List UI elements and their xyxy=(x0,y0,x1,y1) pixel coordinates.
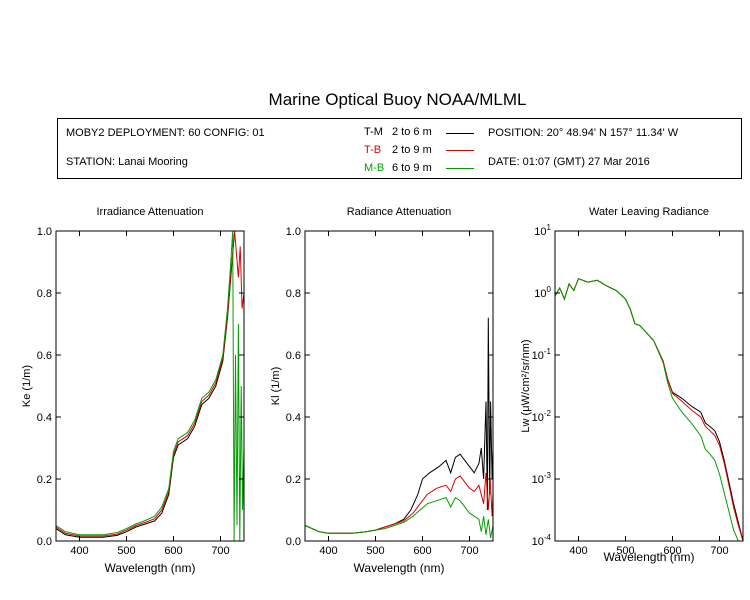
irradiance-plot-frame xyxy=(55,230,245,542)
irradiance-y-axis-label: Ke (1/m) xyxy=(21,365,33,407)
lw-x-axis-label: Wavelength (nm) xyxy=(604,550,695,564)
irradiance-x-tick-label: 700 xyxy=(211,545,229,557)
lw-plot-frame xyxy=(554,230,744,542)
radiance-x-axis-label: Wavelength (nm) xyxy=(354,561,445,575)
lw-x-tick-label: 600 xyxy=(663,545,681,557)
legend-line-mb xyxy=(446,168,474,169)
radiance-y-tick-label: 0.8 xyxy=(286,288,301,300)
irradiance-y-tick-label: 0.0 xyxy=(37,536,52,548)
station-label: STATION: Lanai Mooring xyxy=(66,156,188,168)
lw-x-tick-label: 700 xyxy=(710,545,728,557)
lw-y-tick-label: 10-2 xyxy=(532,409,552,424)
legend-code-mb: M-B xyxy=(364,162,385,174)
lw-x-tick-label: 500 xyxy=(616,545,634,557)
radiance-y-tick-label: 0.2 xyxy=(286,474,301,486)
irradiance-y-tick-label: 0.6 xyxy=(37,350,52,362)
legend-range-tb: 2 to 9 m xyxy=(392,144,432,156)
radiance-y-tick-label: 0.6 xyxy=(286,350,301,362)
chart-title: Marine Optical Buoy NOAA/MLML xyxy=(268,90,527,109)
lw-panel-title: Water Leaving Radiance xyxy=(588,206,710,218)
irradiance-panel-title: Irradiance Attenuation xyxy=(96,206,204,218)
radiance-y-tick-label: 0.0 xyxy=(286,536,301,548)
radiance-y-axis-label: Kl (1/m) xyxy=(270,367,282,406)
radiance-y-tick-label: 1.0 xyxy=(286,226,301,238)
radiance-y-tick-label: 0.4 xyxy=(286,412,301,424)
lw-y-tick-label: 100 xyxy=(534,285,551,300)
irradiance-x-tick-label: 500 xyxy=(117,545,135,557)
legend-range-mb: 6 to 9 m xyxy=(392,162,432,174)
info-box: MOBY2 DEPLOYMENT: 60 CONFIG: 01 STATION:… xyxy=(57,118,742,179)
irradiance-series-t-b xyxy=(55,230,245,537)
irradiance-y-tick-label: 1.0 xyxy=(37,226,52,238)
legend-range-tm: 2 to 6 m xyxy=(392,126,432,138)
irradiance-y-tick-label: 0.8 xyxy=(37,288,52,300)
radiance-series-t-m xyxy=(304,317,494,534)
deployment-label: MOBY2 DEPLOYMENT: 60 CONFIG: 01 xyxy=(66,127,265,139)
irradiance-x-tick-label: 400 xyxy=(70,545,88,557)
lw-series-t-b xyxy=(554,278,744,542)
irradiance-x-tick-label: 600 xyxy=(164,545,182,557)
date-label: DATE: 01:07 (GMT) 27 Mar 2016 xyxy=(488,156,650,168)
lw-y-axis-label: Lw (μW/cm²/sr/nm) xyxy=(520,339,532,432)
lw-y-tick-label: 10-1 xyxy=(532,347,552,362)
lw-x-tick-label: 400 xyxy=(569,545,587,557)
legend-code-tm: T-M xyxy=(364,126,383,138)
legend-code-tb: T-B xyxy=(364,144,382,156)
lw-series-m-b xyxy=(554,278,743,542)
irradiance-series-m-b xyxy=(55,230,245,542)
lw-y-tick-label: 10-4 xyxy=(532,533,552,548)
radiance-x-tick-label: 700 xyxy=(460,545,478,557)
irradiance-y-tick-label: 0.4 xyxy=(37,412,52,424)
position-label: POSITION: 20° 48.94' N 157° 11.34' W xyxy=(488,127,679,139)
irradiance-series-t-m xyxy=(55,230,236,538)
lw-y-tick-label: 101 xyxy=(534,223,551,238)
radiance-x-tick-label: 500 xyxy=(366,545,384,557)
radiance-panel-title: Radiance Attenuation xyxy=(346,206,452,218)
irradiance-y-tick-label: 0.2 xyxy=(37,474,52,486)
lw-series-t-m xyxy=(554,278,744,542)
legend-line-tm xyxy=(446,133,474,134)
irradiance-x-axis-label: Wavelength (nm) xyxy=(105,561,196,575)
radiance-series-m-b xyxy=(304,496,494,538)
radiance-x-tick-label: 400 xyxy=(319,545,337,557)
legend-line-tb xyxy=(446,150,474,151)
radiance-plot-frame xyxy=(304,230,494,542)
radiance-x-tick-label: 600 xyxy=(413,545,431,557)
lw-y-tick-label: 10-3 xyxy=(532,471,552,486)
